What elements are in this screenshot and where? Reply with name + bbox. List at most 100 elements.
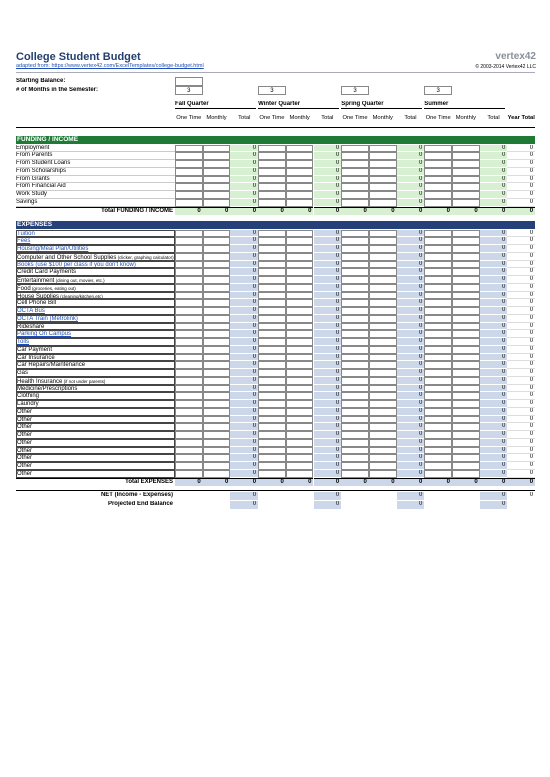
row-total: 0 — [313, 167, 342, 176]
row-total: 0 — [396, 276, 425, 284]
one-time-input — [424, 175, 452, 184]
row-total: 0 — [313, 268, 342, 276]
monthly-input — [202, 276, 231, 284]
row-year-total: 0 — [507, 416, 536, 424]
one-time-input — [424, 191, 452, 199]
months-label: # of Months in the Semester: — [16, 87, 99, 93]
monthly-input — [368, 152, 397, 160]
monthly-input — [452, 369, 480, 377]
row-total: 0 — [396, 191, 425, 199]
monthly-input — [368, 245, 397, 253]
one-time-input — [258, 198, 286, 207]
row-label: Parking On Campus — [16, 330, 175, 338]
total-value: 0 — [202, 206, 231, 216]
row-total: 0 — [230, 415, 259, 424]
one-time-input — [341, 330, 369, 338]
monthly-input — [452, 152, 480, 160]
row-total: 0 — [313, 415, 342, 424]
monthly-input — [452, 330, 480, 338]
monthly-input — [452, 160, 480, 168]
monthly-input — [285, 198, 314, 207]
row-label: Other — [16, 446, 175, 455]
row-label: OCTA Train (Metrolink) — [16, 314, 175, 323]
one-time-input — [175, 314, 203, 323]
monthly-input — [452, 229, 480, 238]
one-time-input — [175, 252, 203, 261]
row-total: 0 — [230, 245, 259, 253]
monthly-input — [285, 237, 314, 245]
row-total: 0 — [479, 353, 508, 362]
one-time-input — [424, 152, 452, 160]
one-time-input — [175, 392, 203, 400]
one-time-input — [258, 144, 286, 153]
monthly-input — [202, 237, 231, 245]
row-total: 0 — [230, 338, 259, 346]
one-time-input — [341, 152, 369, 160]
row-total: 0 — [313, 175, 342, 184]
monthly-input — [452, 376, 480, 385]
row-total: 0 — [313, 423, 342, 431]
row-total: 0 — [230, 431, 259, 439]
one-time-input — [258, 314, 286, 323]
one-time-input — [175, 353, 203, 362]
row-total: 0 — [396, 198, 425, 207]
one-time-input — [424, 160, 452, 168]
monthly-input — [452, 446, 480, 455]
one-time-input — [424, 268, 452, 276]
row-total: 0 — [396, 407, 425, 416]
monthly-input — [202, 314, 231, 323]
row-total: 0 — [396, 361, 425, 369]
row-total: 0 — [230, 392, 259, 400]
row-year-total: 0 — [507, 423, 536, 431]
one-time-input — [341, 260, 369, 269]
monthly-input — [285, 260, 314, 269]
monthly-input — [202, 462, 231, 470]
row-year-total: 0 — [507, 369, 536, 377]
row-total: 0 — [230, 345, 259, 354]
monthly-input — [202, 283, 231, 292]
row-total: 0 — [230, 361, 259, 369]
monthly-input — [202, 144, 231, 153]
one-time-input — [258, 384, 286, 393]
monthly-input — [285, 415, 314, 424]
monthly-input — [285, 330, 314, 338]
monthly-input — [202, 167, 231, 176]
one-time-input — [341, 252, 369, 261]
total-value: 0 — [424, 477, 452, 487]
net-label: NET (Income - Expenses) — [100, 492, 173, 499]
one-time-input — [258, 415, 286, 424]
one-time-input — [341, 431, 369, 439]
one-time-input — [424, 438, 452, 447]
monthly-input — [452, 400, 480, 408]
one-time-input — [258, 338, 286, 346]
one-time-input — [175, 291, 203, 300]
row-year-total: 0 — [507, 307, 536, 315]
row-label: Other — [16, 438, 175, 447]
one-time-input — [341, 423, 369, 431]
one-time-input — [258, 291, 286, 300]
row-label: House Supplies (cleaning/kitchen,etc) — [16, 291, 175, 300]
one-time-input — [341, 245, 369, 253]
row-total: 0 — [230, 175, 259, 184]
row-total: 0 — [396, 384, 425, 393]
projected-value: 0 — [230, 501, 259, 509]
monthly-input — [368, 252, 397, 261]
monthly-input — [202, 431, 231, 439]
row-total: 0 — [479, 307, 508, 315]
one-time-input — [175, 175, 203, 184]
monthly-input — [285, 175, 314, 184]
monthly-input — [202, 252, 231, 261]
quarter-rule — [175, 108, 257, 109]
copyright: © 2003-2014 Vertex42 LLC — [475, 64, 536, 70]
monthly-input — [452, 431, 480, 439]
one-time-input — [258, 446, 286, 455]
row-label: Other — [16, 423, 175, 431]
monthly-input — [285, 322, 314, 331]
row-total: 0 — [396, 268, 425, 276]
monthly-input — [285, 423, 314, 431]
monthly-input — [202, 454, 231, 462]
row-total: 0 — [396, 175, 425, 184]
monthly-input — [202, 446, 231, 455]
monthly-input — [452, 392, 480, 400]
row-total: 0 — [313, 369, 342, 377]
